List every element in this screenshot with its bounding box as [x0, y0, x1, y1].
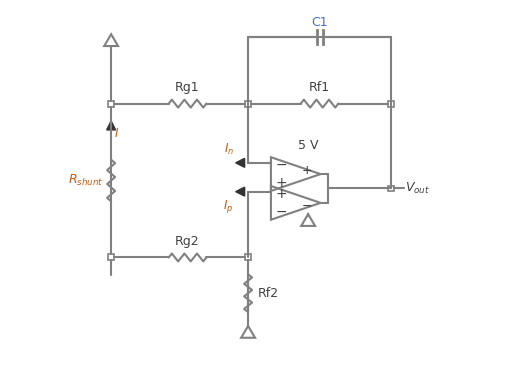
- Text: Rf2: Rf2: [258, 287, 279, 300]
- Text: Rf1: Rf1: [309, 81, 330, 94]
- Text: I: I: [115, 127, 118, 141]
- Text: −: −: [276, 205, 288, 219]
- Text: $V_{out}$: $V_{out}$: [405, 181, 430, 196]
- Bar: [245, 101, 251, 106]
- Text: 5 V: 5 V: [298, 139, 318, 152]
- Text: $R_{shunt}$: $R_{shunt}$: [68, 173, 103, 188]
- Text: −: −: [276, 158, 288, 172]
- Bar: [108, 255, 114, 260]
- Bar: [108, 101, 114, 106]
- Polygon shape: [236, 158, 245, 167]
- Text: +: +: [301, 164, 312, 177]
- Text: −: −: [301, 200, 312, 213]
- Polygon shape: [236, 187, 245, 196]
- Polygon shape: [106, 121, 115, 130]
- Text: Rg2: Rg2: [175, 234, 200, 247]
- Text: +: +: [276, 187, 288, 201]
- Text: +: +: [276, 176, 288, 190]
- Bar: [245, 255, 251, 260]
- Text: C1: C1: [311, 16, 328, 29]
- Bar: [388, 101, 394, 106]
- Text: Rg1: Rg1: [175, 81, 200, 94]
- Text: $I_n$: $I_n$: [223, 142, 234, 157]
- Text: $I_p$: $I_p$: [223, 198, 234, 214]
- Bar: [388, 186, 394, 191]
